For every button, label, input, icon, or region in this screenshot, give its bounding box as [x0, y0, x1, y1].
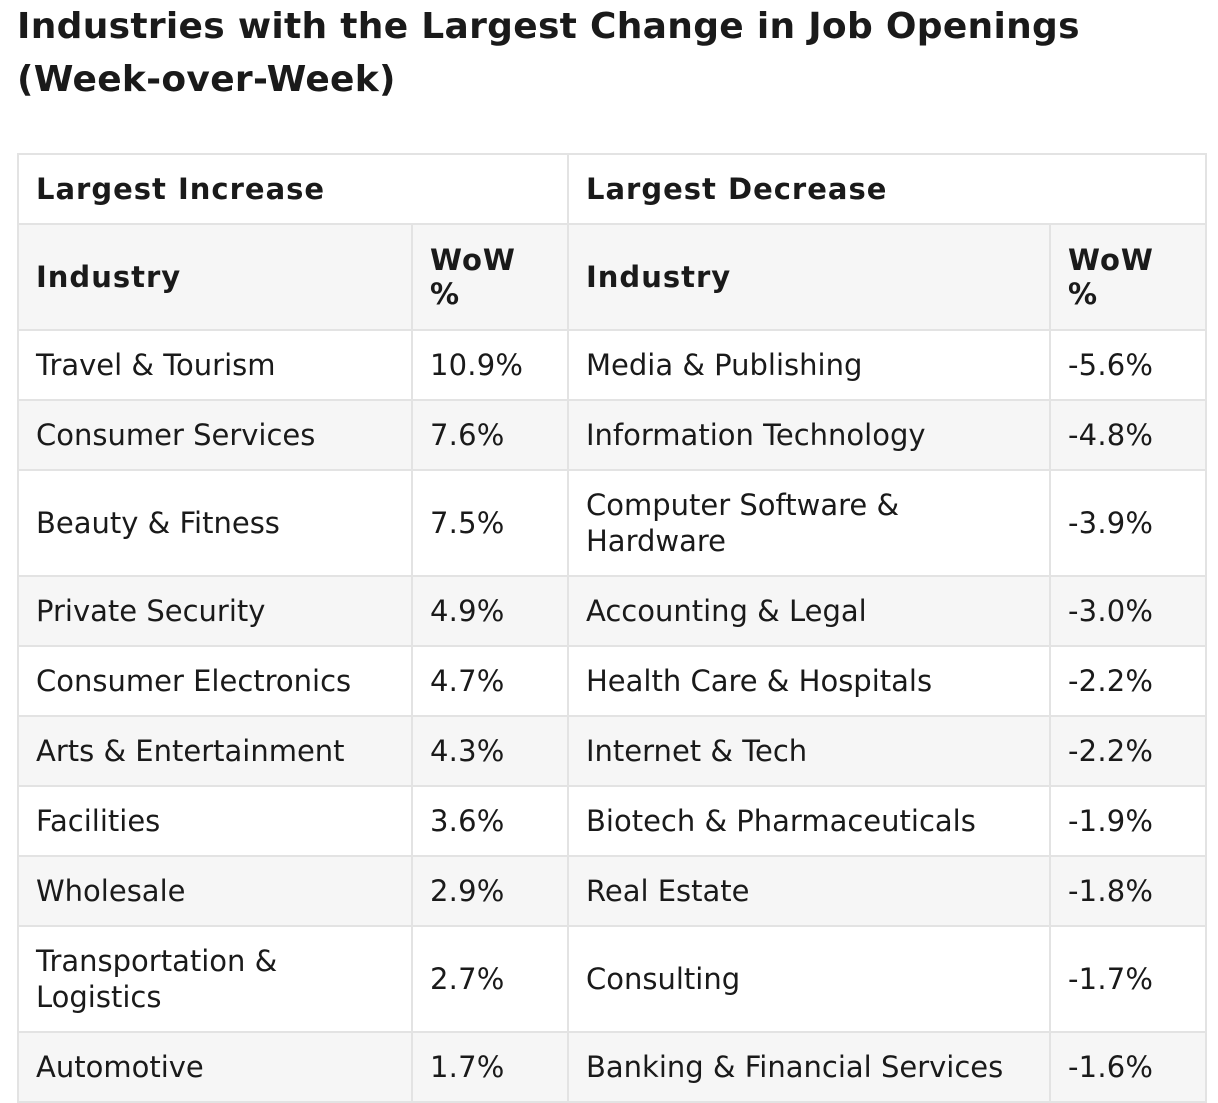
table-row: Consumer Services 7.6% Information Techn… — [17, 399, 1207, 471]
increase-industry-cell: Beauty & Fitness — [17, 469, 413, 577]
increase-industry-cell: Travel & Tourism — [17, 329, 413, 401]
group-header-row: Largest Increase Largest Decrease — [17, 153, 1207, 225]
table-row: Beauty & Fitness 7.5% Computer Software … — [17, 469, 1207, 577]
table-row: Automotive 1.7% Banking & Financial Serv… — [17, 1031, 1207, 1103]
largest-decrease-header: Largest Decrease — [567, 153, 1207, 225]
table-row: Private Security 4.9% Accounting & Legal… — [17, 575, 1207, 647]
decrease-industry-cell: Information Technology — [567, 399, 1051, 471]
table-row: Transportation & Logistics 2.7% Consulti… — [17, 925, 1207, 1033]
decrease-wow-cell: -3.0% — [1049, 575, 1207, 647]
decrease-wow-cell: -1.7% — [1049, 925, 1207, 1033]
decrease-industry-column-header: Industry — [567, 223, 1051, 331]
increase-industry-cell: Wholesale — [17, 855, 413, 927]
increase-industry-cell: Transportation & Logistics — [17, 925, 413, 1033]
increase-wow-cell: 2.7% — [411, 925, 569, 1033]
page-title: Industries with the Largest Change in Jo… — [17, 6, 1080, 100]
increase-industry-cell: Consumer Services — [17, 399, 413, 471]
decrease-industry-cell: Accounting & Legal — [567, 575, 1051, 647]
decrease-wow-cell: -4.8% — [1049, 399, 1207, 471]
decrease-wow-cell: -3.9% — [1049, 469, 1207, 577]
table-row: Arts & Entertainment 4.3% Internet & Tec… — [17, 715, 1207, 787]
table-row: Wholesale 2.9% Real Estate -1.8% — [17, 855, 1207, 927]
decrease-industry-cell: Health Care & Hospitals — [567, 645, 1051, 717]
increase-industry-cell: Private Security — [17, 575, 413, 647]
increase-wow-cell: 10.9% — [411, 329, 569, 401]
increase-wow-cell: 7.6% — [411, 399, 569, 471]
decrease-industry-cell: Internet & Tech — [567, 715, 1051, 787]
decrease-industry-cell: Computer Software & Hardware — [567, 469, 1051, 577]
increase-industry-cell: Automotive — [17, 1031, 413, 1103]
decrease-wow-column-header: WoW % — [1049, 223, 1207, 331]
table-row: Travel & Tourism 10.9% Media & Publishin… — [17, 329, 1207, 401]
increase-wow-cell: 1.7% — [411, 1031, 569, 1103]
table-row: Facilities 3.6% Biotech & Pharmaceutical… — [17, 785, 1207, 857]
decrease-wow-cell: -1.6% — [1049, 1031, 1207, 1103]
increase-wow-cell: 7.5% — [411, 469, 569, 577]
largest-increase-header: Largest Increase — [17, 153, 569, 225]
increase-industry-cell: Arts & Entertainment — [17, 715, 413, 787]
increase-wow-cell: 2.9% — [411, 855, 569, 927]
table-row: Consumer Electronics 4.7% Health Care & … — [17, 645, 1207, 717]
decrease-industry-cell: Consulting — [567, 925, 1051, 1033]
decrease-wow-cell: -1.8% — [1049, 855, 1207, 927]
increase-industry-column-header: Industry — [17, 223, 413, 331]
increase-wow-cell: 4.3% — [411, 715, 569, 787]
decrease-wow-cell: -2.2% — [1049, 715, 1207, 787]
increase-industry-cell: Facilities — [17, 785, 413, 857]
increase-wow-cell: 4.7% — [411, 645, 569, 717]
decrease-industry-cell: Banking & Financial Services — [567, 1031, 1051, 1103]
job-openings-table: Largest Increase Largest Decrease Indust… — [17, 153, 1207, 1103]
decrease-industry-cell: Real Estate — [567, 855, 1051, 927]
column-header-row: Industry WoW % Industry WoW % — [17, 223, 1207, 331]
decrease-industry-cell: Media & Publishing — [567, 329, 1051, 401]
increase-wow-cell: 3.6% — [411, 785, 569, 857]
increase-industry-cell: Consumer Electronics — [17, 645, 413, 717]
decrease-wow-cell: -2.2% — [1049, 645, 1207, 717]
decrease-industry-cell: Biotech & Pharmaceuticals — [567, 785, 1051, 857]
increase-wow-column-header: WoW % — [411, 223, 569, 331]
decrease-wow-cell: -1.9% — [1049, 785, 1207, 857]
decrease-wow-cell: -5.6% — [1049, 329, 1207, 401]
increase-wow-cell: 4.9% — [411, 575, 569, 647]
